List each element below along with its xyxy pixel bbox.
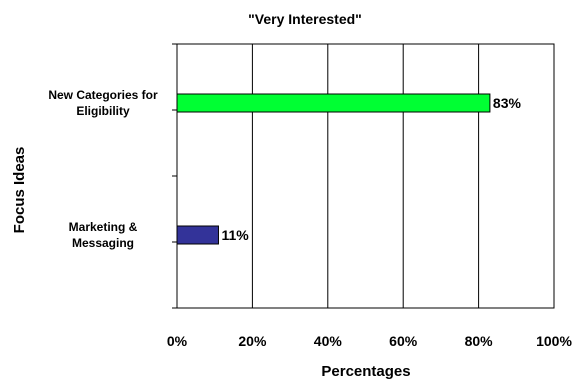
bar [176, 93, 491, 113]
x-tick-label: 60% [389, 333, 418, 349]
category-labels: New Categories for Eligibility Marketing &… [48, 88, 158, 250]
data-label: 83% [493, 95, 522, 111]
gridlines [251, 44, 480, 308]
category-label: Marketing & Messaging [69, 220, 138, 250]
category-label: New Categories for Eligibility [48, 88, 158, 118]
plot-area [176, 43, 555, 309]
x-tick-label: 40% [314, 333, 343, 349]
bars: 83% 11% [176, 93, 522, 245]
data-label: 11% [221, 227, 249, 243]
x-axis-title: Percentages [321, 363, 410, 380]
bar [176, 225, 219, 245]
chart-title: "Very Interested" [248, 11, 362, 27]
y-axis-title: Focus Ideas [11, 147, 28, 234]
x-tick-label: 0% [167, 333, 188, 349]
x-tick-label: 20% [238, 333, 267, 349]
x-tick-labels: 0% 20% 40% 60% 80% 100% [167, 333, 573, 349]
y-axis-ticks [172, 43, 177, 309]
x-tick-label: 100% [536, 333, 572, 349]
x-tick-label: 80% [465, 333, 494, 349]
